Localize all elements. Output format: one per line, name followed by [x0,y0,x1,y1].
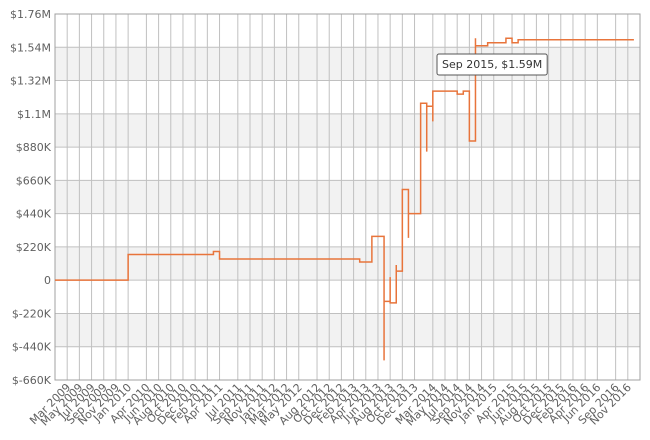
data-line [55,37,634,361]
y-tick-label: $220K [16,241,52,254]
y-tick-label: $440K [16,208,52,221]
plot-band [55,313,640,347]
plot-border [54,13,641,381]
plot-band [55,246,640,281]
y-tick-label: 0 [44,274,51,287]
plot-band [55,47,640,81]
tooltip-text: Sep 2015, $1.59M [442,58,542,71]
plot-band [55,180,640,214]
y-tick-label: $1.54M [10,41,51,54]
y-tick-label: $-660K [12,374,52,387]
y-tick-label: $-440K [12,341,52,354]
tooltip: Sep 2015, $1.59M [436,53,548,76]
plot-band [55,113,640,148]
tooltip-box [436,53,548,76]
y-tick-label: $1.76M [10,8,51,21]
y-tick-label: $660K [16,174,52,187]
y-tick-label: $1.32M [10,75,51,88]
y-tick-label: $1.1M [17,108,51,121]
y-tick-label: $-220K [12,307,52,320]
y-tick-label: $880K [16,141,52,154]
